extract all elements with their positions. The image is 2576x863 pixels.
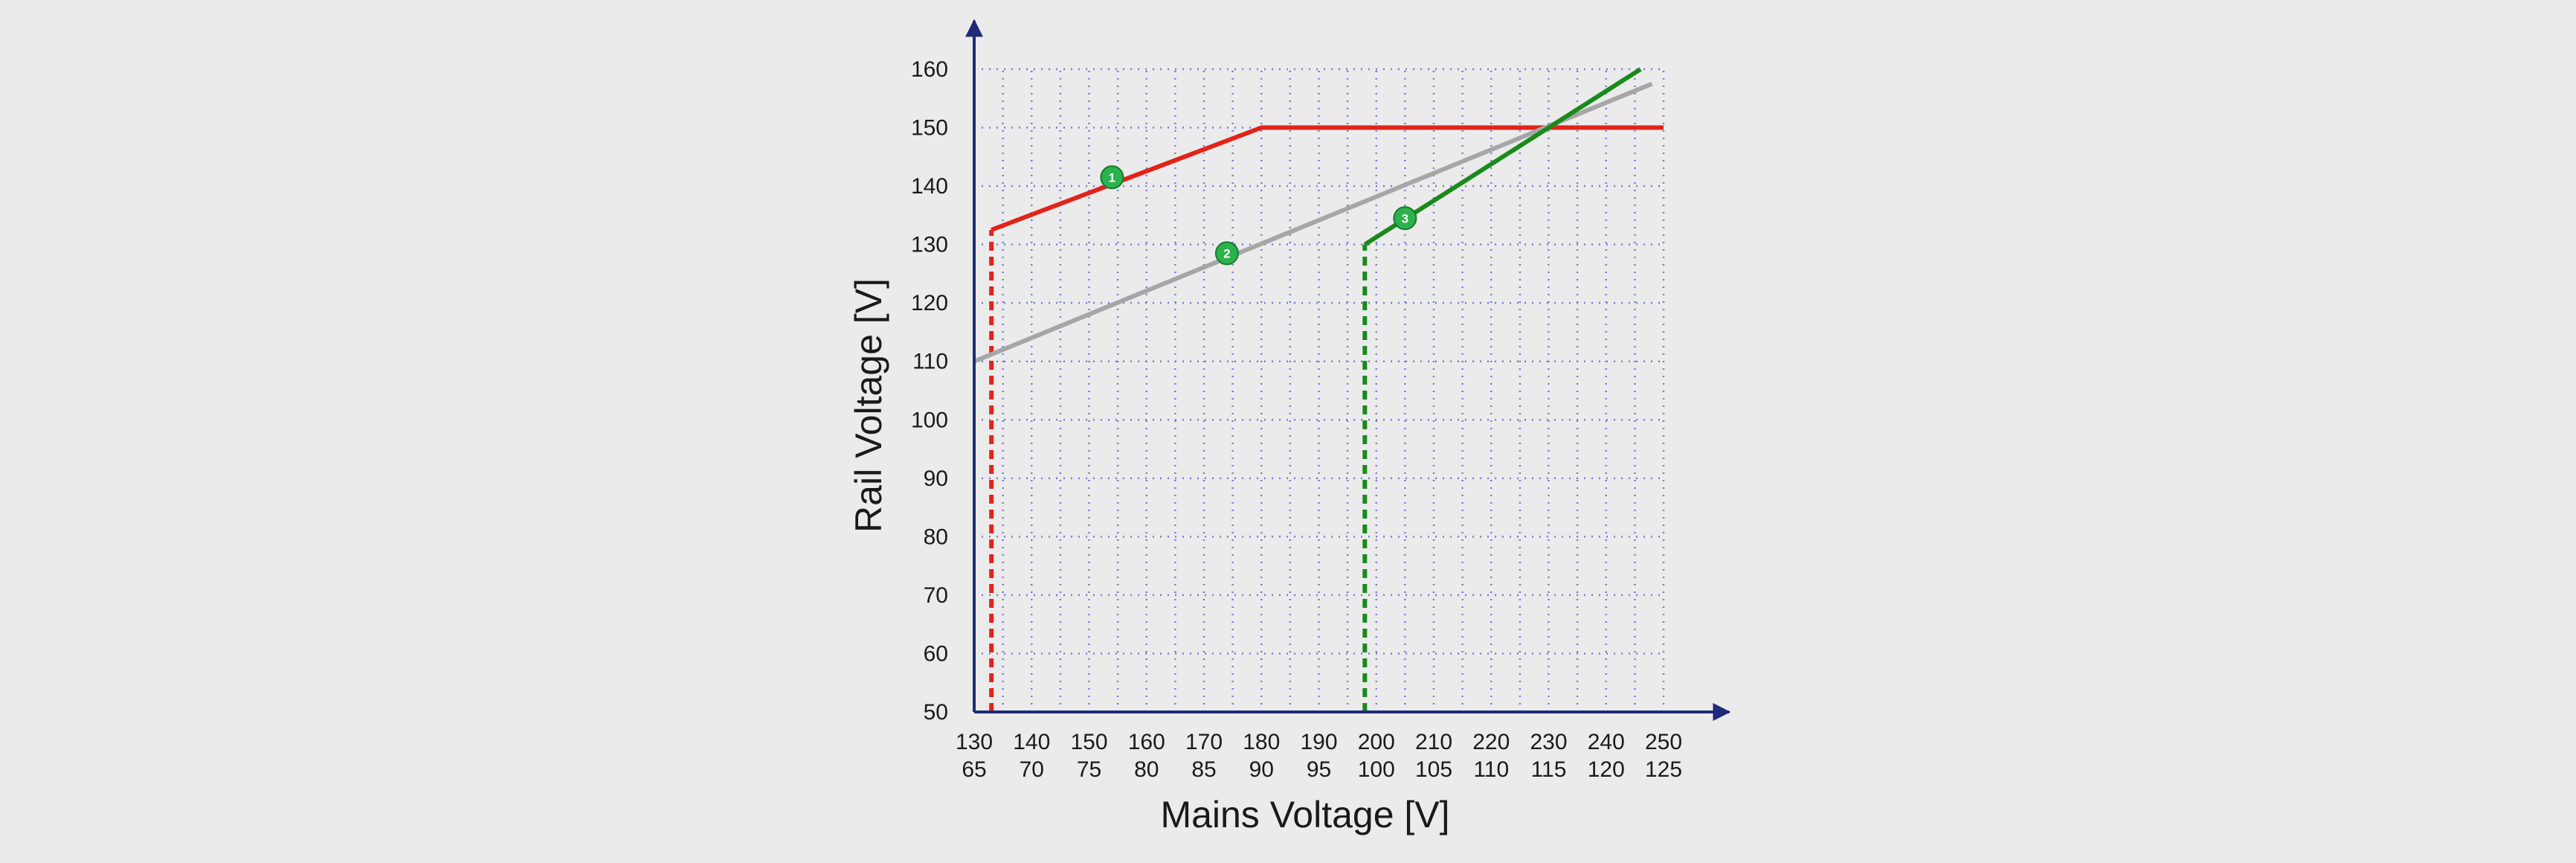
x-tick-label-secondary: 100	[1358, 757, 1395, 782]
x-tick-label: 220	[1472, 730, 1510, 754]
y-tick-label: 150	[911, 116, 948, 141]
x-tick-label-secondary: 110	[1473, 757, 1509, 782]
x-tick-label: 240	[1588, 730, 1625, 754]
x-tick-label-secondary: 105	[1415, 757, 1452, 782]
y-tick-label: 110	[912, 350, 948, 374]
marker-label: 1	[1109, 170, 1115, 185]
x-tick-label: 200	[1358, 730, 1395, 754]
y-tick-label: 130	[911, 233, 948, 257]
x-axis-label: Mains Voltage [V]	[1160, 794, 1449, 835]
marker-2: 2	[1214, 241, 1239, 266]
x-tick-label-secondary: 85	[1191, 757, 1216, 782]
x-tick-label: 150	[1070, 730, 1107, 754]
grid	[974, 68, 1665, 712]
marker-label: 2	[1223, 246, 1230, 260]
y-axis-label: Rail Voltage [V]	[848, 278, 889, 533]
x-tick-label-secondary: 75	[1077, 757, 1101, 782]
x-tick-label-secondary: 95	[1307, 757, 1331, 782]
marker-circle	[1393, 206, 1417, 231]
marker-circle	[1100, 165, 1124, 190]
x-tick-label-secondary: 120	[1588, 757, 1625, 782]
marker-circle	[1214, 241, 1239, 266]
markers: 1 2 3	[1100, 165, 1417, 266]
x-tick-label-secondary: 125	[1645, 757, 1682, 782]
y-tick-label: 80	[924, 524, 948, 549]
y-tick-label: 100	[911, 408, 948, 432]
x-tick-label-secondary: 70	[1020, 757, 1044, 782]
y-tick-label: 160	[911, 57, 948, 82]
x-tick-label: 140	[1013, 730, 1050, 754]
x-tick-label: 160	[1128, 730, 1165, 754]
y-tick-label: 140	[911, 174, 948, 199]
x-tick-label: 210	[1415, 730, 1452, 754]
x-tick-label-secondary: 80	[1134, 757, 1159, 782]
marker-1: 1	[1100, 165, 1124, 190]
axes	[965, 19, 1731, 721]
series-line-gray	[973, 81, 1653, 364]
tick-labels: 1306514070150751608017085180901909520010…	[911, 57, 1682, 782]
series-layer	[973, 67, 1664, 712]
x-tick-label: 170	[1185, 730, 1223, 754]
x-tick-label: 250	[1645, 730, 1682, 754]
y-tick-label: 120	[911, 291, 948, 315]
marker-label: 3	[1402, 211, 1408, 225]
marker-3: 3	[1393, 206, 1417, 231]
y-tick-label: 70	[924, 583, 948, 608]
x-tick-label: 190	[1300, 730, 1337, 754]
x-tick-label: 230	[1530, 730, 1567, 754]
y-tick-label: 60	[924, 641, 948, 666]
x-tick-label: 180	[1243, 730, 1280, 754]
y-tick-label: 90	[924, 466, 948, 491]
x-tick-label-secondary: 90	[1249, 757, 1274, 782]
y-tick-label: 50	[924, 700, 948, 725]
x-tick-label: 130	[956, 730, 993, 754]
x-tick-label-secondary: 65	[962, 757, 986, 782]
series-line-red	[991, 125, 1664, 232]
x-tick-label-secondary: 115	[1531, 757, 1567, 782]
